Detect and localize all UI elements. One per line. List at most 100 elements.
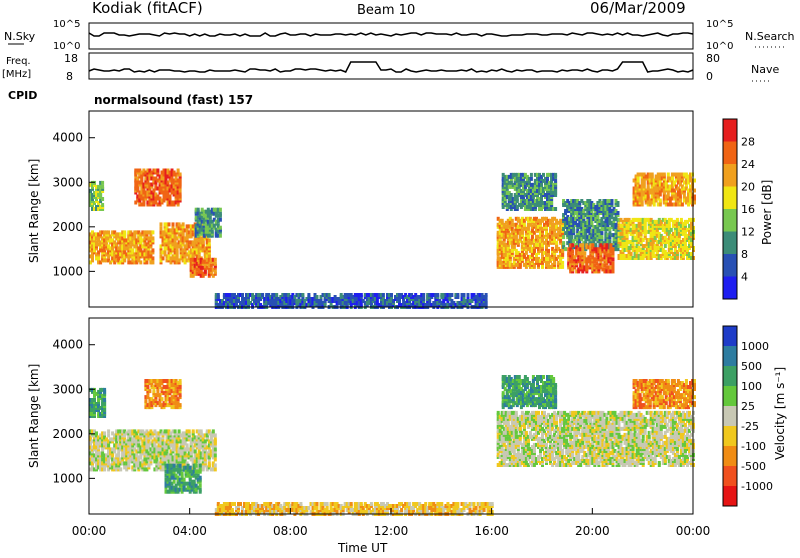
- range-cell: [145, 260, 148, 264]
- range-cell: [554, 207, 557, 211]
- range-cell: [93, 181, 96, 185]
- range-cell: [594, 243, 597, 247]
- range-cell: [596, 215, 599, 219]
- range-cell: [214, 262, 217, 266]
- range-cell: [160, 222, 163, 226]
- range-cell: [162, 256, 165, 260]
- cpid-value: normalsound (fast) 157: [94, 93, 253, 107]
- range-cell: [178, 429, 181, 433]
- range-cell: [117, 451, 120, 455]
- range-cell: [200, 429, 203, 433]
- range-cell: [103, 398, 106, 402]
- nsearch-tick-bottom: 10^0: [706, 41, 733, 52]
- range-cell: [510, 193, 513, 197]
- range-cell: [107, 429, 110, 433]
- range-cell: [328, 293, 331, 297]
- range-cell: [176, 248, 179, 252]
- range-cell: [155, 457, 158, 461]
- range-cell: [641, 203, 644, 207]
- colorbar-tick-label: 24: [741, 158, 755, 171]
- colorbar-tick-label: 8: [741, 248, 748, 261]
- range-cell: [188, 429, 191, 433]
- range-cell: [103, 388, 106, 392]
- range-cell: [95, 431, 98, 435]
- colorbar-swatch: [723, 187, 737, 210]
- range-cell: [571, 243, 574, 247]
- colorbar-swatch: [723, 254, 737, 277]
- range-cell: [605, 243, 608, 247]
- freq-trace: [89, 62, 693, 72]
- range-cell: [516, 197, 519, 201]
- range-cell: [192, 429, 195, 433]
- range-cell: [647, 195, 650, 199]
- colorbar-swatch: [723, 232, 737, 255]
- range-cell: [316, 295, 319, 299]
- range-cell: [653, 203, 656, 207]
- range-cell: [103, 467, 106, 471]
- range-cell: [182, 222, 185, 226]
- range-cell: [530, 173, 533, 177]
- range-cell: [217, 293, 220, 297]
- nave-tick-top: 80: [706, 52, 720, 65]
- y-tick-label: 3000: [52, 175, 83, 189]
- range-cell: [583, 251, 586, 255]
- range-cell: [107, 443, 110, 447]
- range-cell: [382, 293, 385, 297]
- range-cell: [172, 222, 175, 226]
- range-cell: [208, 242, 211, 246]
- range-cell: [139, 260, 142, 264]
- freq-unit-label: [MHz]: [2, 69, 31, 80]
- range-cell: [160, 226, 163, 230]
- range-cell: [219, 234, 222, 238]
- range-cell: [617, 201, 620, 205]
- range-cell: [530, 177, 533, 181]
- range-cell: [360, 303, 363, 307]
- range-cell: [581, 243, 584, 247]
- range-cell: [664, 244, 667, 248]
- nsky-panel: N.Sky 10^5 10^0 10^5 10^0 N.Search: [4, 19, 795, 52]
- range-cell: [162, 465, 165, 469]
- colorbar-tick-label: 16: [741, 203, 755, 216]
- range-cell: [680, 218, 683, 222]
- range-cell: [463, 293, 466, 297]
- range-cell: [179, 193, 182, 197]
- range-cell: [123, 258, 126, 262]
- beam-label: Beam 10: [357, 3, 415, 18]
- range-cell: [562, 235, 565, 239]
- nsky-label: N.Sky: [4, 30, 36, 43]
- range-cell: [174, 429, 177, 433]
- range-cell: [151, 260, 154, 264]
- range-cell: [360, 293, 363, 297]
- range-cell: [390, 293, 393, 297]
- range-cell: [485, 299, 488, 303]
- range-cell: [501, 219, 504, 223]
- colorbar-swatch: [723, 164, 737, 187]
- range-cell: [467, 293, 470, 297]
- range-cell: [671, 177, 674, 181]
- range-cell: [612, 257, 615, 261]
- range-cell: [659, 199, 662, 203]
- range-cell: [151, 236, 154, 240]
- range-cell: [101, 197, 104, 201]
- range-cell: [307, 293, 310, 297]
- range-cell: [542, 173, 545, 177]
- range-cell: [554, 173, 557, 177]
- range-cell: [611, 199, 614, 203]
- y-tick-label: 1000: [52, 264, 83, 278]
- range-cell: [668, 222, 671, 226]
- range-cell: [436, 293, 439, 297]
- range-cell: [93, 398, 96, 402]
- range-cell: [101, 185, 104, 189]
- colorbar-swatch: [723, 119, 737, 142]
- range-cell: [101, 203, 104, 207]
- range-cell: [651, 173, 654, 177]
- range-cell: [554, 179, 557, 183]
- freq-tick-top: 18: [64, 52, 78, 65]
- range-cell: [219, 218, 222, 222]
- nsky-trace: [89, 33, 693, 36]
- range-cell: [275, 293, 278, 297]
- range-cell: [561, 249, 564, 253]
- range-cell: [261, 293, 264, 297]
